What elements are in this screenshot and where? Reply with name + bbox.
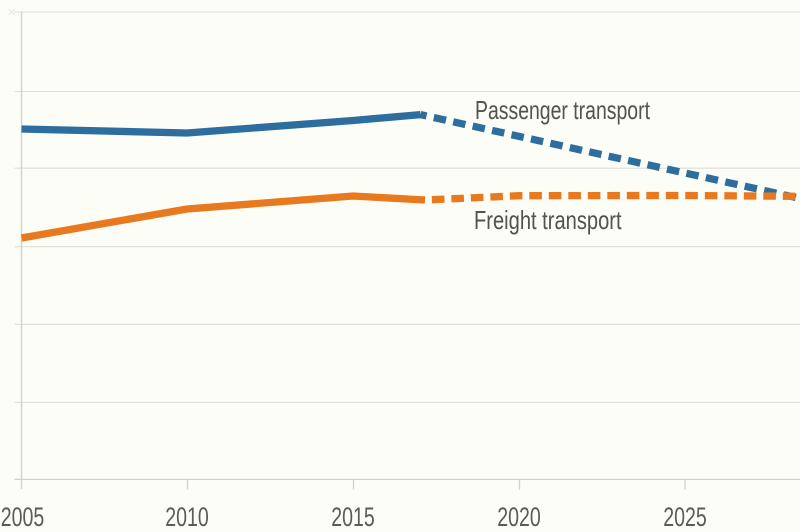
svg-text:2015: 2015 [331,502,375,532]
svg-text:Freight transport: Freight transport [474,205,622,234]
svg-text:2020: 2020 [497,502,541,532]
svg-text:2010: 2010 [165,502,209,532]
svg-text:2005: 2005 [1,502,45,532]
svg-text:Passenger transport: Passenger transport [475,95,650,124]
svg-text:2025: 2025 [663,502,707,532]
